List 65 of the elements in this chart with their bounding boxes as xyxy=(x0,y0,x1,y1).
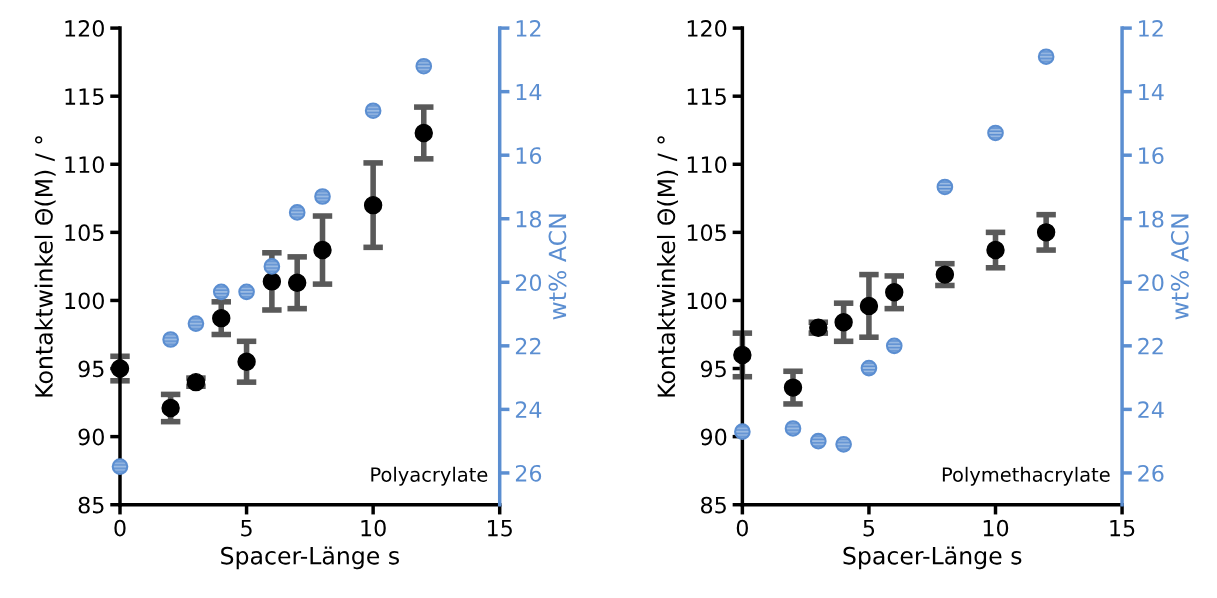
y-axis-title: Kontaktwinkel Θ(M) / ° xyxy=(656,136,679,397)
x-tick-label: 10 xyxy=(983,519,1009,537)
y2-tick-label: 18 xyxy=(1139,210,1164,228)
point xyxy=(237,352,256,371)
y-tick-label: 100 xyxy=(687,292,727,310)
y-tick-label: 95 xyxy=(700,360,726,378)
y2-tick-label: 18 xyxy=(516,210,542,228)
point xyxy=(885,283,904,302)
point xyxy=(287,273,307,292)
y-tick-label: 105 xyxy=(687,224,726,242)
y-tick-label: 95 xyxy=(78,360,104,378)
y2-tick-label: 14 xyxy=(516,83,542,101)
x-tick-label: 15 xyxy=(488,519,512,537)
point xyxy=(110,359,130,378)
x-axis-title: Spacer-Länge s xyxy=(221,546,399,570)
annotation: Polyacrylate xyxy=(371,466,488,486)
y-axis-title: Kontaktwinkel Θ(M) / ° xyxy=(34,136,56,397)
y2-axis-title: wt% ACN xyxy=(1170,214,1189,320)
y2-tick-label: 26 xyxy=(515,464,542,482)
y-tick-label: 115 xyxy=(65,88,104,105)
x-tick-label: 5 xyxy=(241,519,252,537)
y-tick-label: 110 xyxy=(65,156,104,174)
y2-tick-label: 26 xyxy=(1138,464,1164,482)
point xyxy=(262,272,282,291)
x-axis-title: Spacer-Länge s xyxy=(843,546,1022,570)
y2-tick-label: 20 xyxy=(1138,274,1164,292)
x-tick-label: 10 xyxy=(361,519,386,537)
y-tick-label: 120 xyxy=(687,20,727,37)
y-tick-label: 90 xyxy=(78,428,104,446)
y2-tick-label: 12 xyxy=(516,20,541,37)
point xyxy=(313,240,332,260)
point xyxy=(834,313,853,332)
y2-tick-label: 22 xyxy=(1138,337,1163,355)
y2-tick-label: 14 xyxy=(1139,83,1164,101)
x-tick-label: 0 xyxy=(114,519,126,537)
point xyxy=(161,398,180,418)
y2-tick-label: 16 xyxy=(516,147,542,164)
point xyxy=(935,265,955,284)
y-tick-label: 120 xyxy=(65,20,104,37)
x-tick-label: 15 xyxy=(1110,519,1135,537)
point xyxy=(859,296,879,316)
y2-tick-label: 24 xyxy=(1138,401,1164,418)
y2-tick-label: 16 xyxy=(1139,147,1164,164)
x-tick-label: 5 xyxy=(863,519,875,537)
y2-tick-label: 22 xyxy=(515,337,541,355)
y2-tick-label: 24 xyxy=(515,401,542,418)
point xyxy=(986,240,1005,260)
y-tick-label: 110 xyxy=(687,156,727,174)
point xyxy=(1036,223,1056,242)
y-tick-label: 85 xyxy=(78,496,104,514)
point xyxy=(212,308,231,328)
point xyxy=(783,378,803,397)
y-tick-label: 90 xyxy=(700,428,727,446)
y2-tick-label: 20 xyxy=(515,274,542,292)
y-tick-label: 85 xyxy=(701,496,726,514)
y-tick-label: 100 xyxy=(65,292,104,310)
y-tick-label: 115 xyxy=(687,88,726,105)
y2-tick-label: 12 xyxy=(1139,20,1163,37)
point xyxy=(733,345,752,365)
y-tick-label: 105 xyxy=(65,224,104,242)
y2-axis-title: wt% ACN xyxy=(548,214,567,320)
x-tick-label: 0 xyxy=(736,519,748,537)
point xyxy=(414,123,433,143)
point xyxy=(363,195,383,215)
annotation: Polymethacrylate xyxy=(942,466,1110,486)
